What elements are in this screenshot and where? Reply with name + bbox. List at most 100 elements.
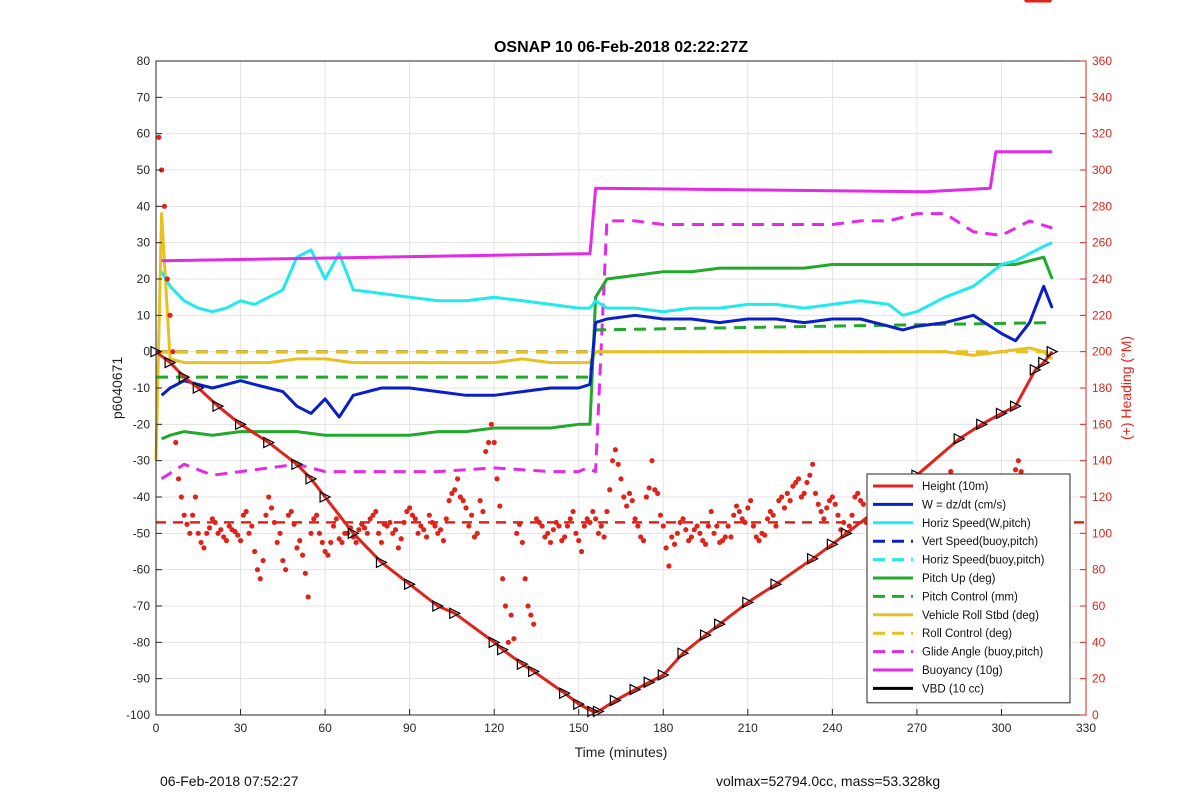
heading-point bbox=[536, 519, 542, 526]
heading-point bbox=[812, 490, 819, 496]
legend-label: Pitch Control (mm) bbox=[922, 591, 1018, 603]
heading-point bbox=[218, 527, 224, 533]
height-marker bbox=[1046, 345, 1059, 358]
height-marker bbox=[714, 618, 726, 631]
heading-point bbox=[826, 498, 833, 504]
height-marker bbox=[1038, 356, 1051, 369]
legend: Height (10m) W = dz/dt (cm/s) Horiz Speed(… bbox=[866, 473, 1071, 704]
heading-point bbox=[156, 134, 162, 140]
height-marker bbox=[559, 687, 571, 700]
y2-tick-label: 360 bbox=[1092, 54, 1112, 68]
heading-point bbox=[595, 530, 602, 536]
heading-point bbox=[702, 541, 709, 547]
series-line-buoyancy-10g bbox=[161, 150, 1053, 263]
heading-point bbox=[598, 523, 604, 529]
heading-point bbox=[252, 548, 258, 555]
heading-point bbox=[353, 539, 359, 546]
heading-point bbox=[260, 557, 266, 564]
height-marker bbox=[807, 552, 819, 565]
heading-point bbox=[201, 545, 207, 551]
heading-point bbox=[779, 494, 785, 500]
height-marker bbox=[375, 556, 388, 569]
heading-point bbox=[587, 519, 593, 526]
height-marker bbox=[976, 418, 989, 431]
heading-point bbox=[581, 523, 587, 529]
heading-point bbox=[691, 527, 697, 533]
heading-point bbox=[409, 512, 416, 518]
heading-point bbox=[793, 479, 799, 486]
heading-point bbox=[257, 576, 263, 582]
heading-point bbox=[254, 567, 261, 573]
heading-point bbox=[683, 527, 689, 533]
height-marker bbox=[826, 538, 839, 551]
heading-point bbox=[770, 512, 776, 518]
heading-point bbox=[398, 536, 404, 542]
series-layer bbox=[154, 150, 1054, 713]
heading-point bbox=[328, 539, 334, 546]
heading-point bbox=[773, 523, 779, 529]
heading-point bbox=[804, 479, 810, 486]
y-tick-label: -60 bbox=[133, 563, 151, 577]
heading-point bbox=[663, 545, 669, 551]
height-marker bbox=[432, 600, 445, 612]
x-tick-label: 60 bbox=[318, 721, 332, 735]
heading-point bbox=[700, 538, 706, 544]
heading-point bbox=[553, 519, 559, 526]
heading-point bbox=[593, 516, 599, 522]
heading-point bbox=[807, 472, 813, 478]
y2-tick-label: 200 bbox=[1092, 345, 1112, 359]
heading-point bbox=[838, 527, 844, 533]
x-tick-label: 210 bbox=[738, 721, 758, 735]
footer-info: volmax=52794.0cc, mass=53.328kg bbox=[716, 773, 941, 789]
y-tick-label: 30 bbox=[137, 236, 151, 250]
heading-point bbox=[432, 523, 438, 529]
height-marker bbox=[643, 676, 656, 689]
heading-point bbox=[387, 519, 393, 526]
height-marker bbox=[657, 669, 670, 682]
heading-point bbox=[567, 516, 573, 522]
height-marker bbox=[449, 607, 462, 620]
heading-point bbox=[545, 530, 551, 536]
y2-tick-label: 260 bbox=[1092, 236, 1112, 250]
heading-point bbox=[192, 494, 199, 500]
legend-label: Pitch Up (deg) bbox=[922, 573, 996, 585]
heading-point bbox=[612, 447, 618, 453]
height-marker bbox=[488, 636, 501, 649]
heading-point bbox=[525, 603, 531, 609]
series-line-horiz-speed-w-pitch bbox=[160, 241, 1053, 317]
heading-point bbox=[533, 516, 540, 522]
y-tick-label: 70 bbox=[137, 90, 151, 104]
heading-point bbox=[390, 530, 396, 536]
x-tick-label: 240 bbox=[822, 721, 842, 735]
heading-point bbox=[739, 516, 745, 522]
x-tick-label: 150 bbox=[569, 721, 589, 735]
heading-point bbox=[801, 490, 807, 496]
height-marker bbox=[319, 491, 332, 503]
heading-point bbox=[677, 519, 683, 526]
heading-point bbox=[547, 539, 554, 546]
heading-point bbox=[781, 505, 788, 511]
heading-point bbox=[539, 523, 545, 529]
height-marker bbox=[305, 472, 318, 485]
legend-box bbox=[866, 473, 1071, 704]
heading-point bbox=[790, 483, 796, 489]
heading-point bbox=[440, 538, 447, 544]
heading-point bbox=[190, 512, 196, 518]
heading-point bbox=[435, 530, 441, 536]
heading-point bbox=[632, 516, 638, 522]
y-tick-label: -10 bbox=[133, 381, 151, 395]
x-tick-label: 330 bbox=[1076, 721, 1096, 735]
height-marker bbox=[347, 527, 360, 540]
heading-point bbox=[463, 505, 469, 511]
heading-point bbox=[1012, 467, 1019, 473]
heading-point bbox=[359, 521, 365, 527]
height-marker bbox=[699, 629, 712, 642]
x-tick-label: 30 bbox=[234, 721, 248, 735]
heading-point bbox=[742, 519, 748, 526]
heading-point bbox=[187, 530, 193, 536]
heading-point bbox=[404, 508, 410, 515]
heading-point bbox=[243, 508, 249, 515]
heading-point bbox=[550, 527, 556, 533]
heading-point bbox=[175, 476, 182, 482]
heading-point bbox=[412, 516, 418, 522]
